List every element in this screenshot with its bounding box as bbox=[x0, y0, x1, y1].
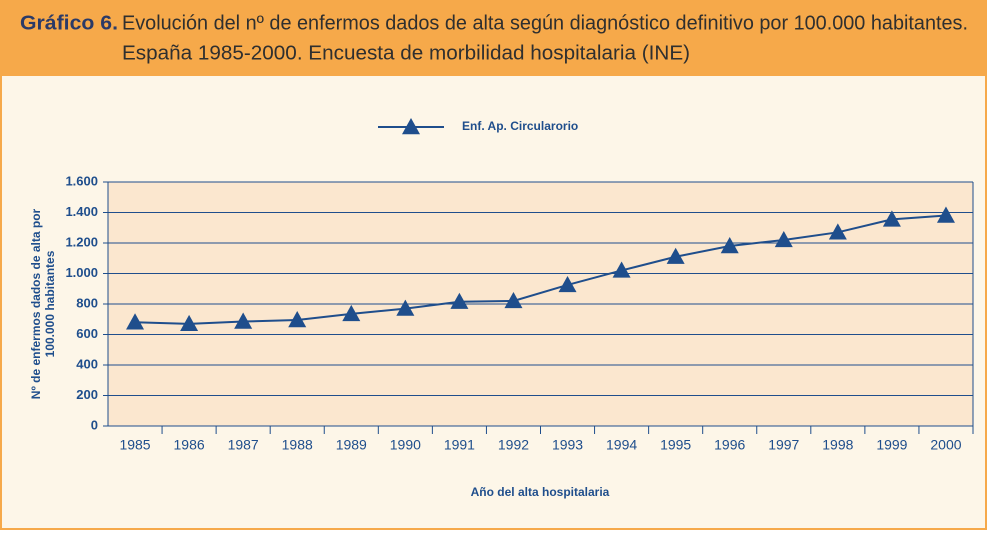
figure-label: Gráfico 6. bbox=[20, 12, 118, 34]
x-tick-label: 1985 bbox=[119, 437, 150, 453]
point-marker bbox=[882, 210, 901, 227]
legend-label: Enf. Ap. Circularorio bbox=[462, 119, 578, 133]
point-marker bbox=[936, 206, 955, 223]
y-tick-label: 1.000 bbox=[65, 265, 98, 280]
y-tick-label: 1.200 bbox=[65, 234, 98, 249]
y-axis-label: 100.000 habitantes bbox=[43, 250, 57, 357]
point-marker bbox=[504, 291, 523, 309]
chart-subtitle: España 1985-2000. Encuesta de morbilidad… bbox=[122, 42, 690, 64]
point-marker bbox=[720, 237, 739, 254]
x-tick-label: 1987 bbox=[228, 437, 259, 453]
y-axis-label: Nº de enfermos dados de alta por bbox=[29, 208, 43, 399]
point-marker bbox=[180, 314, 199, 332]
y-tick-label: 1.600 bbox=[65, 173, 98, 188]
point-marker bbox=[558, 275, 577, 293]
x-tick-label: 1995 bbox=[660, 437, 691, 453]
legend-marker bbox=[402, 118, 420, 135]
x-tick-label: 1988 bbox=[282, 437, 313, 453]
chart-title: Evolución del nº de enfermos dados de al… bbox=[122, 12, 968, 34]
x-axis-label: Año del alta hospitalaria bbox=[471, 485, 610, 499]
x-tick-label: 1993 bbox=[552, 437, 583, 453]
x-tick-label: 1990 bbox=[390, 437, 421, 453]
point-marker bbox=[828, 223, 847, 240]
y-tick-label: 800 bbox=[76, 295, 98, 310]
x-tick-label: 1994 bbox=[606, 437, 637, 453]
point-marker bbox=[234, 312, 253, 329]
point-marker bbox=[450, 292, 469, 309]
point-marker bbox=[396, 299, 415, 316]
point-marker bbox=[612, 261, 631, 278]
x-tick-label: 2000 bbox=[930, 437, 961, 453]
y-tick-label: 200 bbox=[76, 387, 98, 402]
header bbox=[0, 0, 987, 76]
y-tick-label: 400 bbox=[76, 356, 98, 371]
x-tick-label: 1998 bbox=[822, 437, 853, 453]
x-tick-label: 1999 bbox=[876, 437, 907, 453]
point-marker bbox=[666, 247, 685, 264]
y-tick-label: 0 bbox=[91, 417, 98, 432]
x-tick-label: 1996 bbox=[714, 437, 745, 453]
y-tick-label: 600 bbox=[76, 326, 98, 341]
x-tick-label: 1992 bbox=[498, 437, 529, 453]
point-marker bbox=[342, 304, 361, 322]
series-line bbox=[135, 214, 947, 325]
x-tick-label: 1986 bbox=[174, 437, 205, 453]
point-marker bbox=[288, 311, 307, 328]
point-marker bbox=[126, 313, 145, 330]
x-tick-label: 1997 bbox=[768, 437, 799, 453]
x-tick-label: 1989 bbox=[336, 437, 367, 453]
point-marker bbox=[774, 230, 793, 248]
x-tick-label: 1991 bbox=[444, 437, 475, 453]
y-tick-label: 1.400 bbox=[65, 204, 98, 219]
